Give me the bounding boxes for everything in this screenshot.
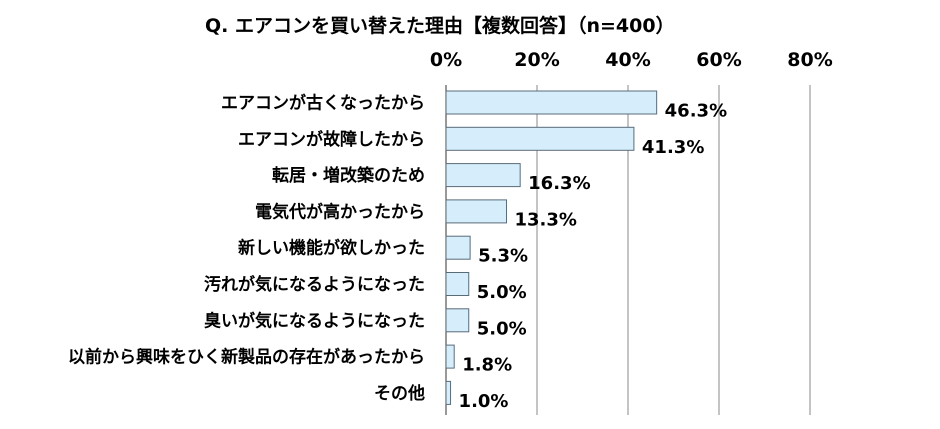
category-label: エアコンが故障したから xyxy=(238,129,425,150)
chart-title: Q. エアコンを買い替えた理由【複数回答】（n=400） xyxy=(205,14,675,37)
bar xyxy=(445,235,471,260)
value-label: 13.3% xyxy=(515,209,577,230)
value-label: 46.3% xyxy=(665,101,727,122)
category-label: 臭いが気になるようになった xyxy=(204,310,425,331)
bar xyxy=(445,380,452,405)
category-label: その他 xyxy=(374,383,425,404)
value-label: 1.0% xyxy=(459,391,509,412)
value-label: 5.0% xyxy=(477,318,527,339)
x-tick-label: 80% xyxy=(787,49,832,71)
category-label: 転居・増改築のため xyxy=(272,165,425,186)
x-axis-ticks: 0% 20% 40% 60% 80% xyxy=(430,49,833,71)
value-label: 5.3% xyxy=(478,246,528,267)
bar xyxy=(445,126,635,151)
category-labels: エアコンが古くなったからエアコンが故障したから転居・増改築のため電気代が高かった… xyxy=(68,93,425,404)
category-label: エアコンが古くなったから xyxy=(221,93,425,114)
bar xyxy=(445,90,658,115)
bar xyxy=(445,199,508,224)
category-label: 以前から興味をひく新製品の存在があったから xyxy=(68,347,425,368)
value-label: 16.3% xyxy=(528,173,590,194)
category-label: 汚れが気になるようになった xyxy=(204,274,425,295)
category-label: 新しい機能が欲しかった xyxy=(238,238,425,259)
value-label: 1.8% xyxy=(462,355,512,376)
bar xyxy=(445,272,470,296)
category-label: 電気代が高かったから xyxy=(255,201,425,222)
bar xyxy=(445,344,455,369)
bars xyxy=(445,90,658,405)
x-tick-label: 40% xyxy=(605,49,650,71)
bar xyxy=(445,163,521,188)
bar xyxy=(445,308,470,333)
x-tick-label: 20% xyxy=(514,49,559,71)
value-label: 41.3% xyxy=(642,137,704,158)
value-labels: 46.3% 41.3% 16.3% 13.3% 5.3% 5.0% 5.0% 1.8% 1.0% xyxy=(459,101,728,412)
x-tick-label: 0% xyxy=(430,49,462,71)
x-tick-label: 60% xyxy=(696,49,741,71)
value-label: 5.0% xyxy=(477,282,527,303)
